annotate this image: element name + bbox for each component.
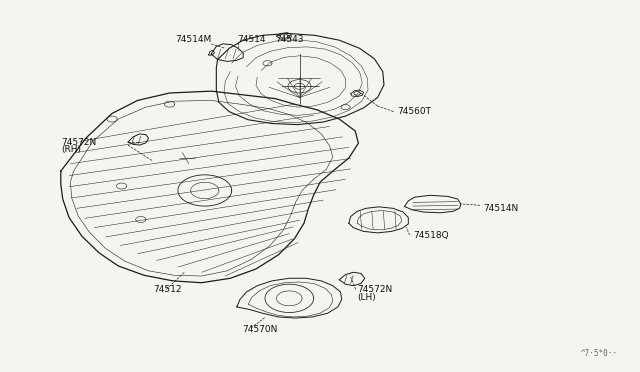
Text: 74514: 74514 (237, 35, 266, 44)
Text: 74560T: 74560T (397, 107, 431, 116)
Text: 74518Q: 74518Q (413, 231, 449, 240)
Text: 74514N: 74514N (483, 204, 518, 213)
Text: 74512: 74512 (154, 285, 182, 294)
Text: 74572N: 74572N (61, 138, 96, 147)
Text: (RH): (RH) (61, 145, 81, 154)
Text: 74570N: 74570N (242, 325, 277, 334)
Text: 74572N: 74572N (357, 285, 392, 294)
Text: ^7·5*0··: ^7·5*0·· (580, 349, 618, 358)
Text: 74514M: 74514M (175, 35, 211, 44)
Text: 74543: 74543 (275, 35, 304, 44)
Text: (LH): (LH) (357, 293, 376, 302)
